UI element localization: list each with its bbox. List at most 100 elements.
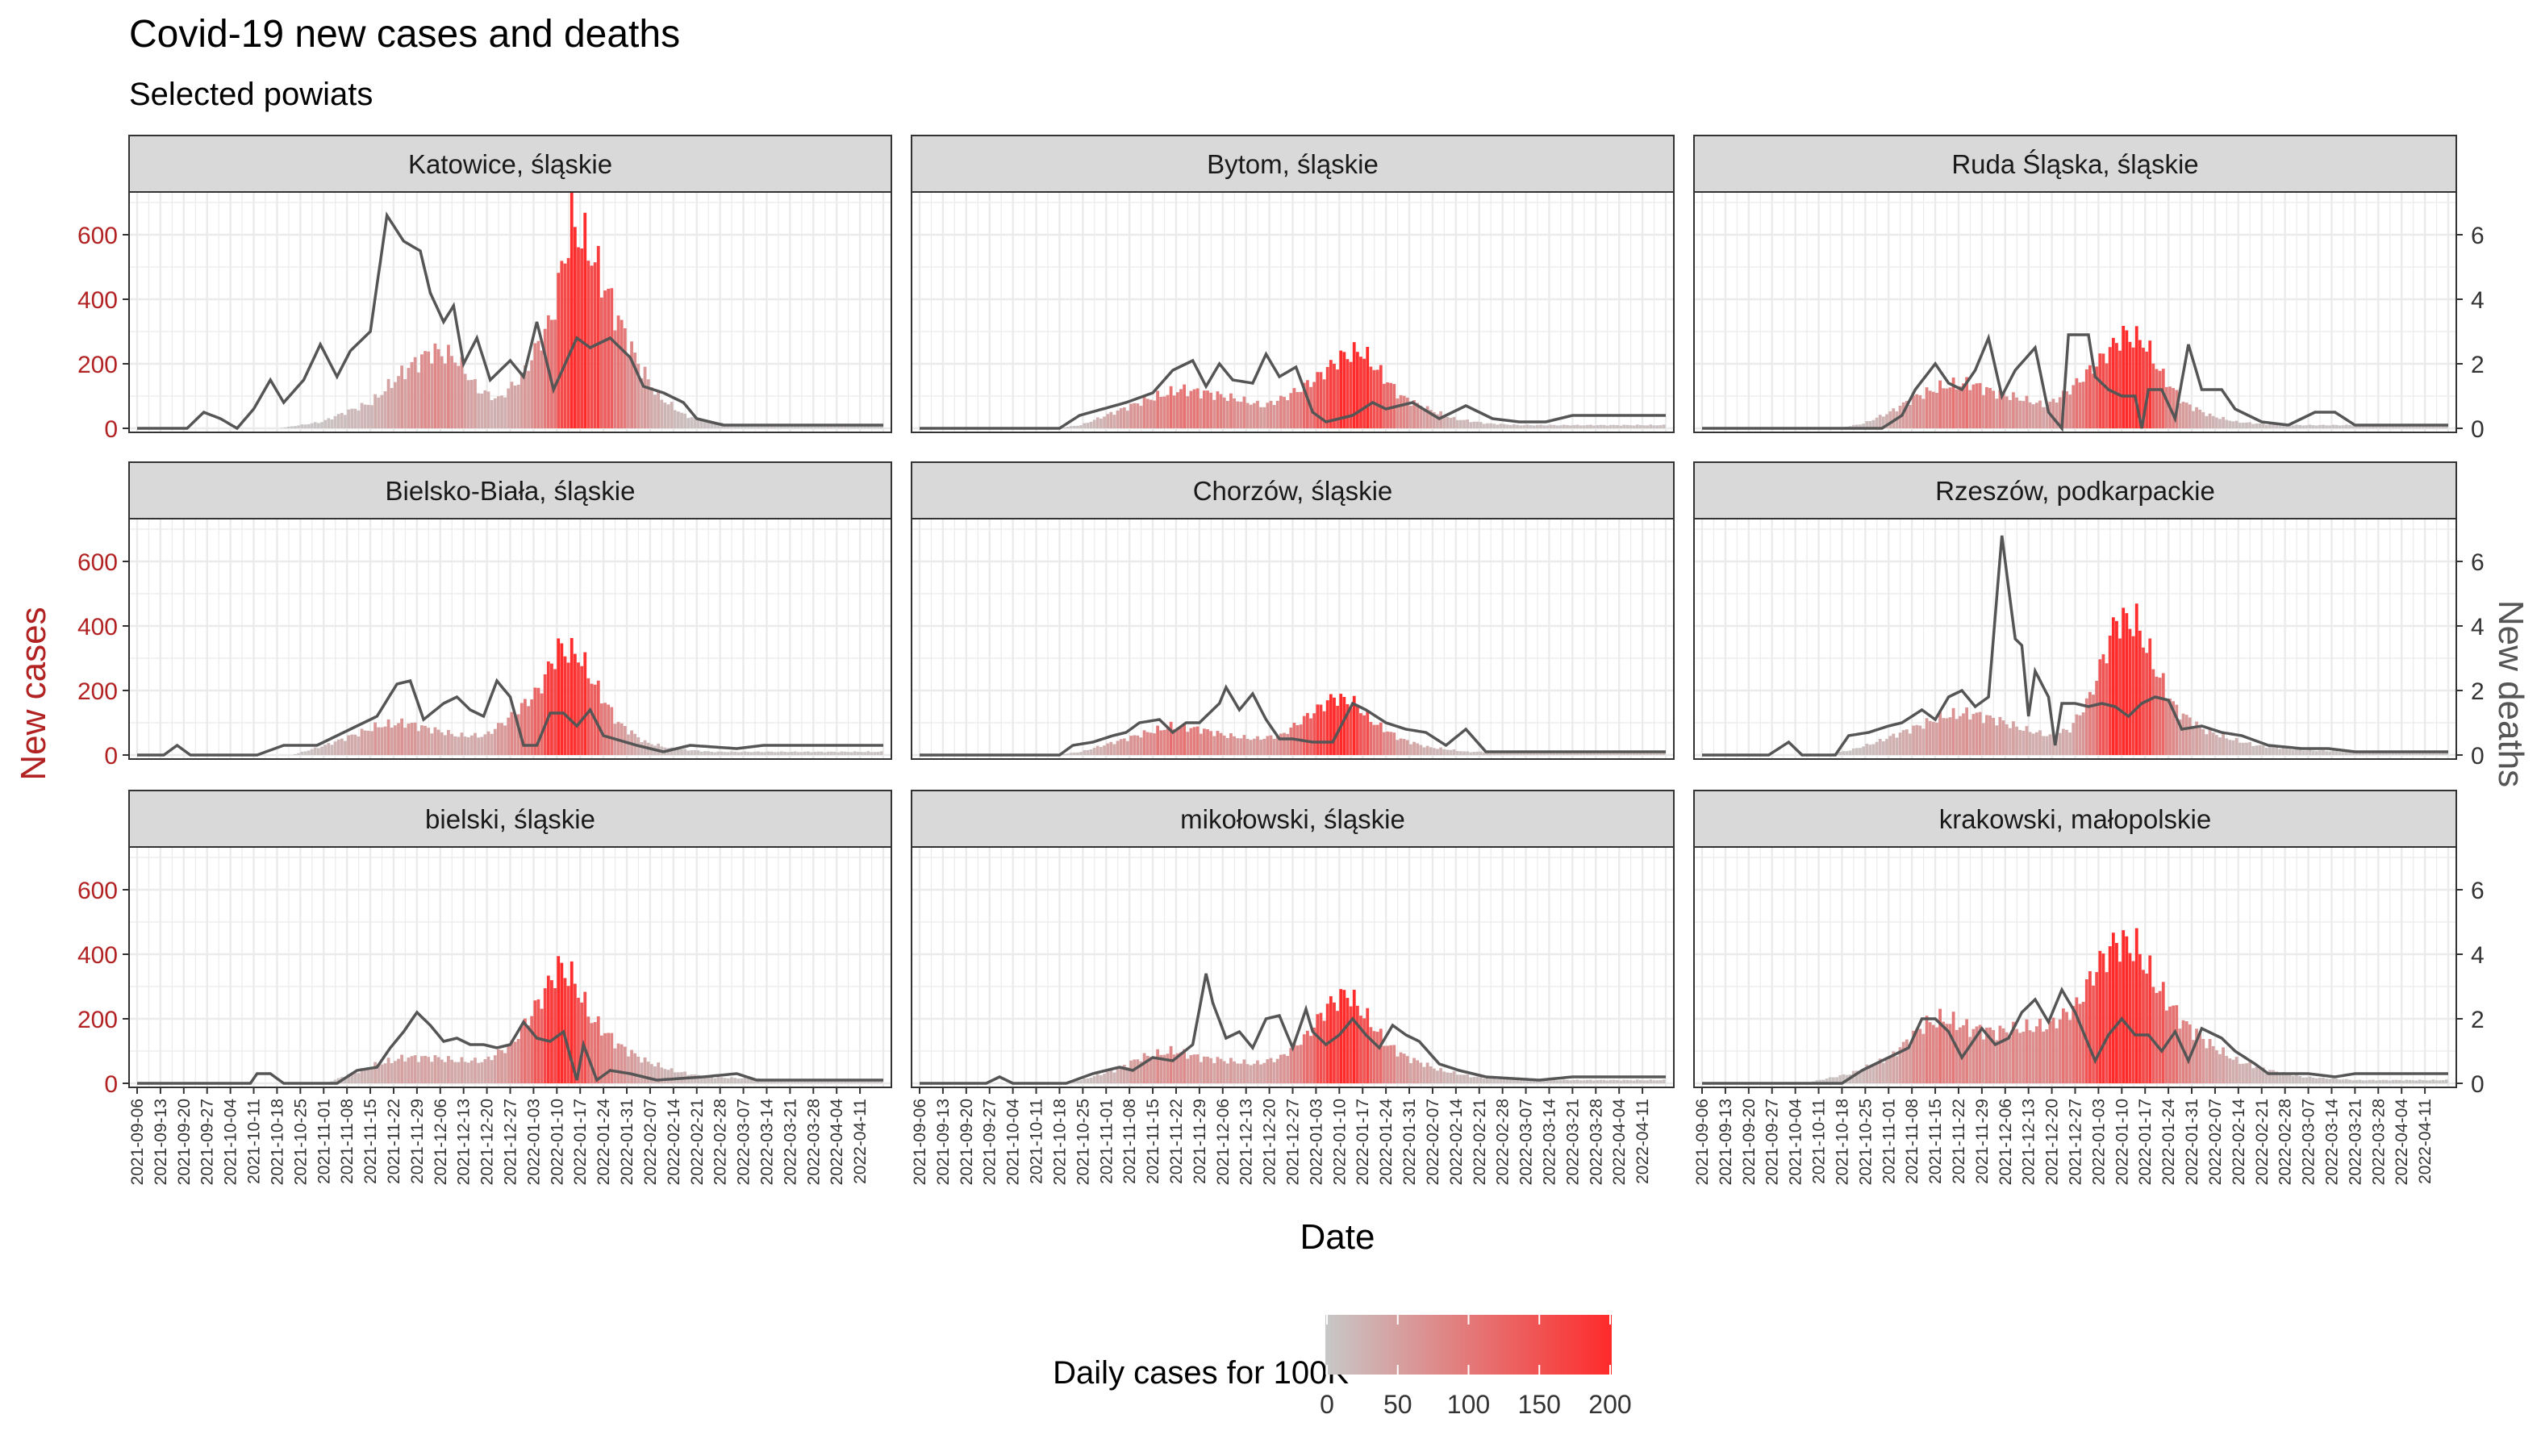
cases-bar xyxy=(1139,1061,1143,1083)
cases-bar xyxy=(1619,425,1622,428)
cases-bar xyxy=(1962,713,1965,755)
cases-bar xyxy=(1342,352,1346,428)
cases-bar xyxy=(2138,953,2142,1083)
cases-bar xyxy=(1945,718,1949,755)
cases-bar xyxy=(716,751,720,755)
cases-bar xyxy=(1109,411,1113,428)
cases-bar xyxy=(2012,392,2015,428)
cases-bar xyxy=(2391,751,2395,755)
cases-bar xyxy=(1372,369,1376,428)
cases-bar xyxy=(686,418,691,428)
cases-bar xyxy=(829,424,833,428)
cases-bar xyxy=(313,747,317,755)
cases-bar xyxy=(430,363,434,428)
x-tick-label: 2021-10-18 xyxy=(1833,1099,1851,1185)
cases-bar xyxy=(1928,1022,1932,1083)
x-tick-label: 2021-12-20 xyxy=(1261,1099,1279,1185)
cases-bar xyxy=(2378,752,2382,755)
cases-bar xyxy=(1409,744,1412,755)
cases-bar xyxy=(1475,751,1479,755)
cases-bar xyxy=(297,753,301,755)
cases-bar xyxy=(1529,425,1533,428)
cases-bar xyxy=(1905,1039,1909,1083)
cases-bar xyxy=(2131,636,2135,755)
deaths-line xyxy=(137,678,883,757)
cases-bar xyxy=(1452,416,1456,428)
x-tick-label: 2021-12-06 xyxy=(432,1099,450,1185)
cases-bar xyxy=(1951,1012,1955,1083)
cases-bar xyxy=(2151,987,2155,1083)
cases-bar xyxy=(347,1074,350,1083)
y-tick-label-left: 400 xyxy=(77,942,118,969)
cases-bar xyxy=(1142,1053,1146,1083)
cases-bar xyxy=(1562,424,1566,428)
facet-panel: Bytom, śląskie xyxy=(911,135,1675,433)
cases-bar xyxy=(1851,424,1855,428)
cases-bar xyxy=(1516,1079,1519,1083)
cases-bar xyxy=(1616,1079,1619,1083)
cases-bar xyxy=(1895,737,1899,755)
cases-bar xyxy=(333,415,337,428)
cases-bar xyxy=(1136,735,1140,755)
cases-bar xyxy=(1569,425,1573,428)
cases-bar xyxy=(1199,398,1203,428)
cases-bar xyxy=(1225,737,1229,755)
cases-bar xyxy=(1512,1078,1516,1083)
cases-bar xyxy=(1089,749,1093,755)
cases-bar xyxy=(1898,1047,1902,1083)
cases-bar xyxy=(1349,361,1353,428)
cases-bar xyxy=(2148,340,2152,428)
cases-bar xyxy=(377,727,381,755)
cases-bar xyxy=(2018,400,2022,428)
cases-bar xyxy=(1642,1080,1646,1083)
cases-bar xyxy=(2068,1020,2072,1083)
cases-bar xyxy=(2118,350,2122,428)
cases-bar xyxy=(1092,1076,1096,1083)
cases-bar xyxy=(740,1078,744,1083)
cases-bar xyxy=(443,363,447,428)
cases-bar xyxy=(2065,1012,2068,1083)
cases-bar xyxy=(1302,715,1306,755)
cases-bar xyxy=(2245,422,2248,428)
cases-bar xyxy=(2081,712,2085,755)
cases-bar xyxy=(2291,425,2295,428)
cases-bar xyxy=(690,417,694,428)
cases-bar xyxy=(1306,712,1309,755)
cases-bar xyxy=(610,288,614,428)
cases-bar xyxy=(1646,1080,1650,1083)
cases-bar xyxy=(2355,424,2359,428)
cases-bar xyxy=(1183,723,1187,755)
cases-bar xyxy=(2428,752,2432,755)
cases-bar xyxy=(2045,407,2049,428)
cases-bar xyxy=(1938,711,1942,755)
x-tick-label: 2021-09-27 xyxy=(198,1099,217,1185)
cases-bar xyxy=(1126,1067,1129,1083)
x-tick-label: 2021-11-29 xyxy=(1973,1099,1992,1184)
cases-bar xyxy=(586,261,590,428)
x-tick-label: 2021-10-11 xyxy=(1810,1099,1829,1184)
x-tick-label: 2021-11-15 xyxy=(1144,1099,1162,1184)
cases-bar xyxy=(2001,393,2005,428)
cases-bar xyxy=(856,752,860,755)
cases-bar xyxy=(1458,751,1462,755)
cases-bar xyxy=(2431,1079,2435,1083)
cases-bar xyxy=(1901,730,1905,755)
cases-bar xyxy=(1455,1074,1459,1083)
cases-bar xyxy=(773,425,777,428)
cases-bar xyxy=(1622,1079,1626,1083)
cases-bar xyxy=(2251,423,2255,428)
cases-bar xyxy=(2428,1080,2432,1083)
cases-bar xyxy=(519,703,524,755)
cases-bar xyxy=(2372,424,2375,428)
cases-bar xyxy=(424,725,427,755)
cases-bar xyxy=(2172,1005,2176,1083)
cases-bar xyxy=(1225,1063,1229,1083)
cases-bar xyxy=(1136,403,1140,428)
cases-bar xyxy=(2272,1070,2275,1083)
cases-bar xyxy=(1333,697,1336,755)
cases-bar xyxy=(1871,419,1876,428)
cases-bar xyxy=(603,703,607,755)
cases-bar xyxy=(1072,752,1076,755)
cases-bar xyxy=(1449,418,1453,428)
cases-bar xyxy=(427,1057,431,1083)
